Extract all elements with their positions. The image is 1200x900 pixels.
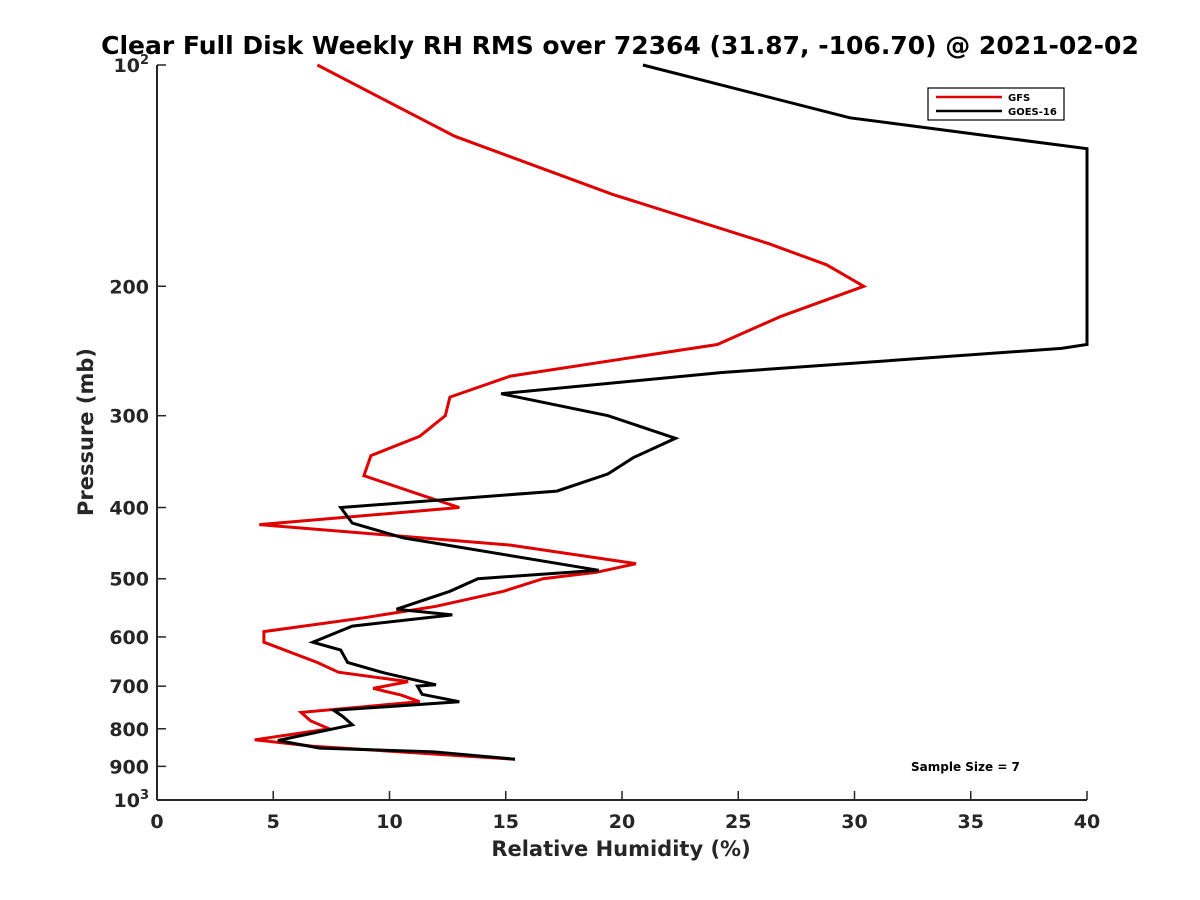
x-tick-label: 30 (841, 811, 867, 833)
legend-label-goes16: GOES-16 (1008, 107, 1057, 118)
y-ticks: 102 200 300 400 500 600 700 800 900 103 (109, 53, 166, 812)
y-tick-label: 400 (109, 498, 149, 520)
x-ticks: 0 5 10 15 20 25 30 35 40 (150, 791, 1100, 833)
legend-box (927, 87, 1065, 121)
x-tick-label: 10 (376, 811, 402, 833)
y-tick-label: 103 (114, 788, 150, 812)
chart-title: Clear Full Disk Weekly RH RMS over 72364… (101, 31, 1139, 60)
y-tick-label: 500 (109, 569, 149, 591)
x-tick-label: 20 (609, 811, 635, 833)
series-line-gfs (254, 63, 868, 761)
series-line-goes16 (277, 63, 1089, 761)
legend: GFS GOES-16 (927, 87, 1065, 121)
y-tick-label: 800 (109, 719, 149, 741)
y-tick-label: 700 (109, 676, 149, 698)
sample-size-annotation: Sample Size = 7 (911, 760, 1020, 774)
y-tick-label: 600 (109, 627, 149, 649)
x-tick-label: 0 (150, 811, 163, 833)
series-layer (254, 63, 1089, 761)
x-tick-label: 40 (1074, 811, 1100, 833)
y-tick-label: 200 (109, 276, 149, 298)
y-tick-label: 300 (109, 406, 149, 428)
y-tick-label: 102 (114, 53, 150, 77)
y-axis-label: Pressure (mb) (74, 348, 98, 516)
y-tick-label: 900 (109, 756, 149, 778)
legend-label-gfs: GFS (1008, 93, 1030, 104)
x-tick-label: 35 (958, 811, 984, 833)
x-tick-label: 15 (493, 811, 519, 833)
x-tick-label: 5 (267, 811, 280, 833)
x-tick-label: 25 (725, 811, 751, 833)
x-axis-label: Relative Humidity (%) (491, 837, 750, 861)
